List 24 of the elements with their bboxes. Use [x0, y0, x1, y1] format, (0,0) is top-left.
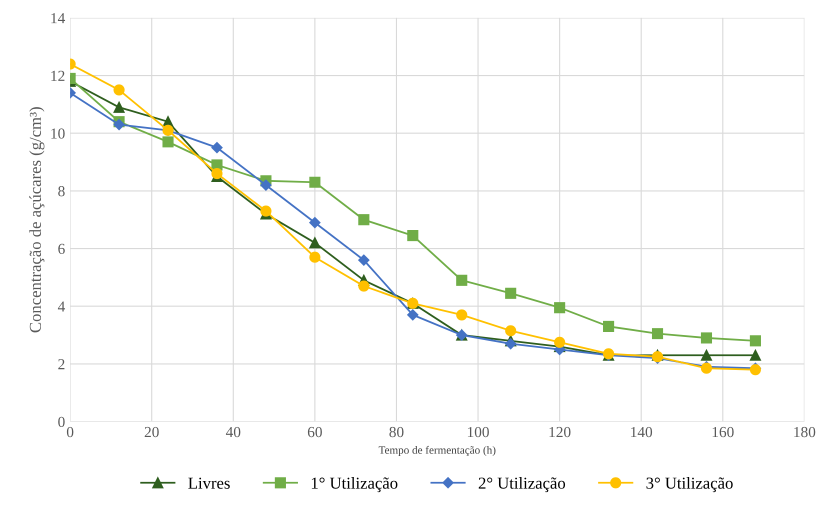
legend-label: 2° Utilização — [478, 477, 566, 492]
x-tick-label: 20 — [144, 426, 159, 438]
x-tick-label: 160 — [712, 426, 734, 438]
legend-label: 3° Utilização — [646, 477, 733, 492]
y-tick-label: 0 — [58, 416, 65, 428]
legend-label: Livres — [188, 478, 230, 489]
x-axis-title: Tempo de fermentação (h) — [378, 446, 496, 456]
y-tick-label: 4 — [58, 301, 66, 312]
x-tick-label: 100 — [468, 426, 489, 438]
y-tick-label: 8 — [58, 186, 65, 196]
y-tick-label: 6 — [58, 244, 65, 254]
x-tick-label: 60 — [308, 426, 322, 438]
x-tick-label: 40 — [226, 426, 240, 438]
x-tick-label: 80 — [389, 426, 404, 438]
x-tick-label: 0 — [66, 426, 74, 438]
x-tick-label: 180 — [794, 426, 816, 438]
y-tick-label: 12 — [51, 70, 64, 81]
x-tick-label: 120 — [550, 426, 570, 438]
y-tick-label: 10 — [51, 128, 65, 139]
legend-label: 1° Utilização — [312, 477, 398, 492]
x-tick-label: 140 — [631, 426, 652, 438]
y-axis-title: Concentração de açúcares (g/cm³) — [29, 107, 44, 332]
y-tick-label: 14 — [51, 13, 66, 24]
y-tick-label: 2 — [58, 359, 64, 370]
